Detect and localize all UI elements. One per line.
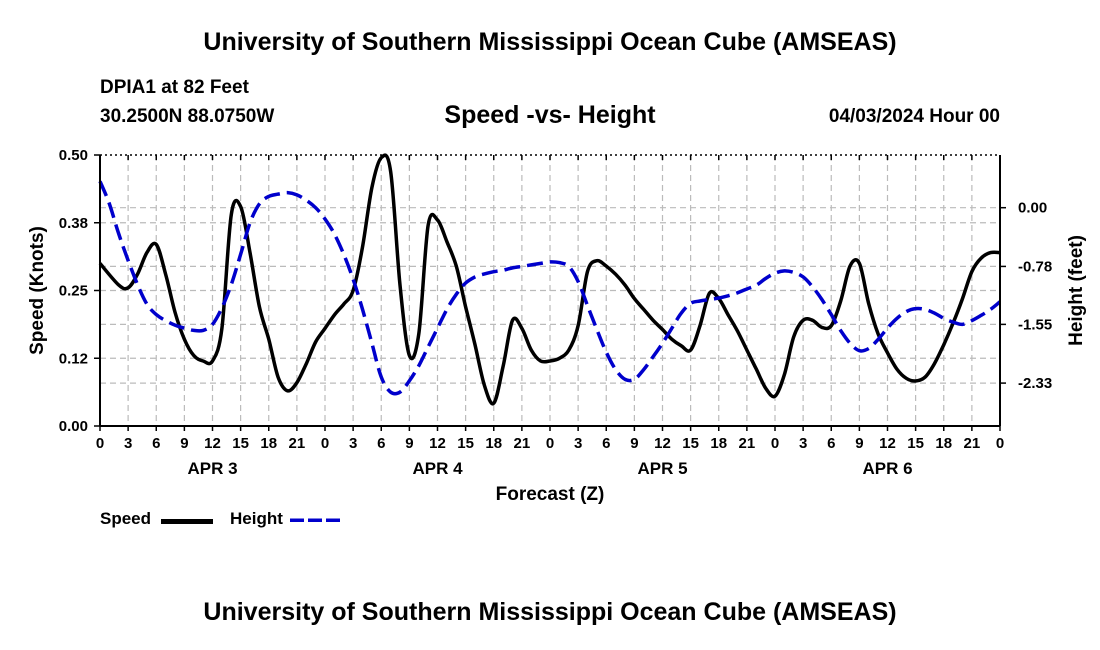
y-tick-label: 0.25 [59,283,88,300]
x-tick-label: 6 [377,435,385,452]
x-tick-label: 18 [935,435,952,452]
x-tick-label: 3 [799,435,807,452]
y2-tick-label: 0.00 [1018,200,1047,217]
x-day-label: APR 5 [637,459,687,478]
x-day-label: APR 3 [187,459,237,478]
x-tick-label: 15 [232,435,249,452]
x-tick-label: 12 [654,435,671,452]
y2-axis-label: Height (feet) [1066,235,1087,346]
chart-subtitle: Speed -vs- Height [444,101,656,129]
x-tick-label: 6 [827,435,835,452]
y-axis-label: Speed (Knots) [27,226,48,355]
y-tick-label: 0.38 [59,215,88,232]
x-tick-label: 9 [630,435,638,452]
series-line-speed [98,153,1001,406]
series-line-height [98,180,1002,396]
x-tick-label: 0 [771,435,779,452]
y-tick-label: 0.50 [59,147,88,164]
x-tick-label: 3 [349,435,357,452]
x-tick-label: 21 [964,435,981,452]
legend-height-label: Height [230,509,283,528]
x-tick-label: 0 [996,435,1004,452]
x-tick-label: 6 [152,435,160,452]
x-tick-label: 3 [574,435,582,452]
x-tick-label: 12 [429,435,446,452]
y2-tick-label: -0.78 [1018,258,1052,275]
x-day-label: APR 4 [412,459,463,478]
footer-title: University of Southern Mississippi Ocean… [203,598,897,626]
y-tick-label: 0.00 [59,418,88,435]
y2-tick-label: -2.33 [1018,375,1052,392]
x-tick-label: 18 [485,435,502,452]
x-tick-label: 9 [405,435,413,452]
chart-title: University of Southern Mississippi Ocean… [203,28,897,56]
x-tick-label: 3 [124,435,132,452]
x-tick-label: 0 [321,435,329,452]
x-tick-label: 21 [514,435,531,452]
x-tick-label: 0 [546,435,554,452]
legend-speed-label: Speed [100,509,152,528]
x-tick-label: 18 [260,435,277,452]
axes: 0 3 6 9 12 15 18 21 0 3 6 9 12 15 18 21 0 3 6 9 12 15 18 21 0 3 6 9… [59,147,1052,478]
series-layer [98,153,1002,406]
x-tick-label: 15 [457,435,474,452]
x-tick-label: 9 [180,435,188,452]
x-day-label: APR 6 [862,459,912,478]
x-tick-label: 15 [682,435,699,452]
x-axis-label: Forecast (Z) [496,484,605,505]
station-coordinates: 30.2500N 88.0750W [100,106,275,127]
x-tick-label: 0 [96,435,104,452]
legend-height-swatch [290,518,344,522]
y-tick-label: 0.12 [59,350,88,367]
x-tick-label: 12 [879,435,896,452]
x-tick-label: 6 [602,435,610,452]
legend-speed-swatch [161,519,213,524]
x-tick-label: 12 [204,435,221,452]
forecast-datetime: 04/03/2024 Hour 00 [828,106,1000,127]
x-tick-label: 21 [289,435,306,452]
x-tick-label: 15 [907,435,924,452]
y2-tick-label: -1.55 [1018,316,1052,333]
x-tick-label: 21 [739,435,756,452]
x-tick-label: 18 [710,435,727,452]
x-tick-label: 9 [855,435,863,452]
station-label: DPIA1 at 82 Feet [100,77,249,98]
